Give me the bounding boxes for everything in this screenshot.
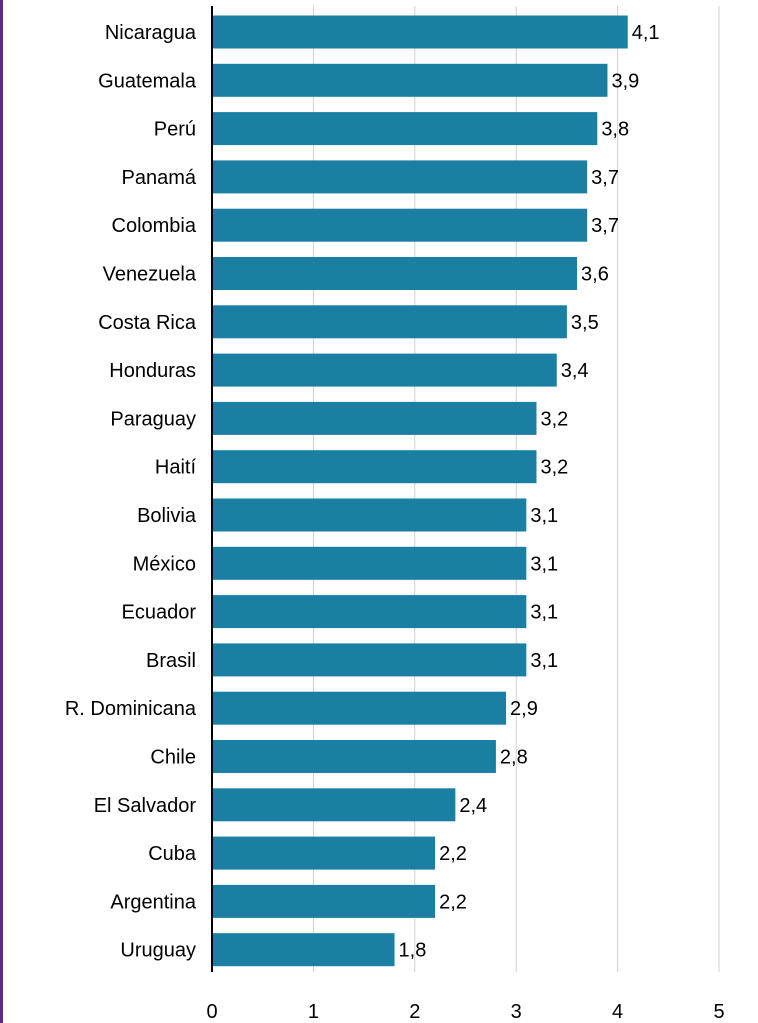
bar <box>212 401 537 435</box>
category-label: Paraguay <box>110 408 196 430</box>
bar <box>212 836 436 870</box>
category-label: Ecuador <box>122 602 197 624</box>
category-label: Uruguay <box>120 940 196 962</box>
bar <box>212 595 527 629</box>
category-label: Haití <box>155 457 197 479</box>
bar <box>212 643 527 677</box>
value-label: 2,2 <box>439 891 467 913</box>
category-label: Bolivia <box>137 505 197 527</box>
category-label: Panamá <box>122 167 197 189</box>
bar <box>212 63 608 97</box>
category-label: Chile <box>150 747 196 769</box>
category-label: Cuba <box>148 843 197 865</box>
category-label: Colombia <box>112 215 197 237</box>
bar <box>212 450 537 484</box>
bar <box>212 884 436 918</box>
value-label: 2,2 <box>439 843 467 865</box>
value-label: 3,8 <box>601 119 629 141</box>
category-label: Nicaragua <box>105 22 197 44</box>
x-tick-label: 4 <box>612 1001 623 1023</box>
bar <box>212 933 395 967</box>
value-label: 3,7 <box>591 215 619 237</box>
bars <box>212 15 628 967</box>
category-label: El Salvador <box>94 795 197 817</box>
category-label: Brasil <box>146 650 196 672</box>
gridlines <box>312 6 720 972</box>
category-label: Guatemala <box>98 70 197 92</box>
bar <box>212 112 598 146</box>
value-label: 2,9 <box>510 698 538 720</box>
value-label: 3,6 <box>581 264 609 286</box>
value-label: 3,1 <box>530 505 558 527</box>
category-label: Costa Rica <box>98 312 197 334</box>
x-tick-label: 3 <box>511 1001 522 1023</box>
value-labels: 4,1 3,9 3,8 3,7 3,7 3,6 3,5 3,4 3,2 3,2 3,1 3,1 3,1 3… <box>399 22 660 962</box>
value-label: 3,4 <box>561 360 589 382</box>
bar <box>212 546 527 580</box>
value-label: 3,5 <box>571 312 599 334</box>
bar <box>212 208 588 242</box>
x-tick-label: 0 <box>206 1001 217 1023</box>
value-label: 2,4 <box>459 795 487 817</box>
bar <box>212 691 507 725</box>
value-label: 3,7 <box>591 167 619 189</box>
bar <box>212 305 567 339</box>
value-label: 3,2 <box>540 408 568 430</box>
x-tick-label: 1 <box>308 1001 319 1023</box>
bar <box>212 498 527 532</box>
category-labels: Nicaragua Guatemala Perú Panamá Colombia Vene… <box>65 22 197 962</box>
left-accent-rule <box>0 0 3 1023</box>
bar <box>212 15 628 49</box>
bar <box>212 788 456 822</box>
bar <box>212 740 496 773</box>
x-axis-ticks: 0 1 2 3 4 5 <box>206 1001 724 1023</box>
value-label: 2,8 <box>500 747 528 769</box>
bar <box>212 160 588 194</box>
x-tick-label: 5 <box>713 1001 724 1023</box>
category-label: Argentina <box>110 891 196 913</box>
value-label: 4,1 <box>632 22 660 44</box>
category-label: México <box>133 553 196 575</box>
value-label: 1,8 <box>399 940 427 962</box>
x-tick-label: 2 <box>409 1001 420 1023</box>
category-label: Perú <box>154 119 196 141</box>
value-label: 3,1 <box>530 650 558 672</box>
value-label: 3,1 <box>530 553 558 575</box>
value-label: 3,9 <box>611 70 639 92</box>
bar <box>212 257 578 290</box>
category-label: Honduras <box>109 360 196 382</box>
bar <box>212 353 557 387</box>
category-label: Venezuela <box>103 264 197 286</box>
value-label: 3,1 <box>530 602 558 624</box>
category-label: R. Dominicana <box>65 698 197 720</box>
value-label: 3,2 <box>540 457 568 479</box>
